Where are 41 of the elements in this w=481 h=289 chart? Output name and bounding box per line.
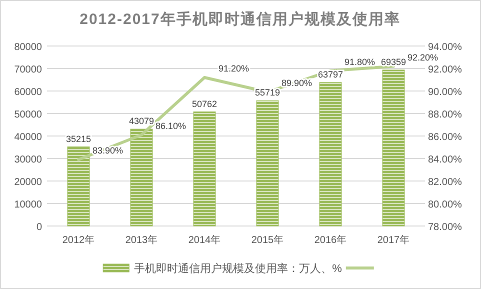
data-label: 63797 bbox=[318, 69, 344, 80]
chart-title: 2012-2017年手机即时通信用户规模及使用率 bbox=[80, 10, 400, 28]
data-label: 43079 bbox=[128, 116, 154, 126]
y2-tick-label: 84.00% bbox=[428, 154, 462, 166]
y-tick-label: 60000 bbox=[14, 87, 42, 98]
y2-tick-label: 92.00% bbox=[428, 64, 462, 76]
x-tick-label: 2014年 bbox=[188, 234, 221, 246]
y-tick-label: 0 bbox=[36, 222, 42, 233]
data-label: 86.10% bbox=[156, 120, 186, 131]
y2-tick-label: 78.00% bbox=[428, 222, 462, 233]
x-tick-label: 2015年 bbox=[251, 234, 284, 246]
bar bbox=[193, 112, 216, 226]
data-label: 91.20% bbox=[218, 64, 250, 74]
data-label: 50762 bbox=[192, 98, 218, 109]
y2-tick-label: 90.00% bbox=[428, 87, 462, 98]
y2-tick-label: 86.00% bbox=[428, 132, 462, 143]
x-tick-label: 2013年 bbox=[125, 234, 158, 246]
y-tick-label: 70000 bbox=[14, 64, 42, 76]
x-tick-label: 2017年 bbox=[377, 234, 410, 246]
bar bbox=[130, 128, 153, 226]
data-label: 91.80% bbox=[344, 56, 376, 67]
x-tick-label: 2012年 bbox=[62, 234, 95, 246]
bar bbox=[67, 146, 90, 226]
data-label: 92.20% bbox=[408, 52, 438, 62]
data-label: 35215 bbox=[66, 134, 92, 144]
bar bbox=[319, 82, 342, 226]
bar bbox=[382, 70, 405, 226]
legend-label: 手机即时通信用户规模及使用率：万人、% bbox=[134, 262, 342, 275]
y-tick-label: 80000 bbox=[14, 42, 42, 53]
y2-tick-label: 94.00% bbox=[428, 42, 462, 53]
y2-tick-label: 82.00% bbox=[428, 177, 462, 188]
y-tick-label: 20000 bbox=[14, 177, 42, 188]
x-tick-label: 2016年 bbox=[314, 234, 347, 246]
y-tick-label: 10000 bbox=[14, 200, 42, 210]
y-tick-label: 50000 bbox=[14, 110, 42, 120]
y2-tick-label: 88.00% bbox=[428, 110, 462, 120]
y-tick-label: 30000 bbox=[14, 154, 42, 166]
y-tick-label: 40000 bbox=[14, 132, 42, 143]
data-label: 69359 bbox=[380, 56, 406, 67]
y2-tick-label: 80.00% bbox=[428, 200, 462, 210]
bar bbox=[256, 100, 279, 226]
